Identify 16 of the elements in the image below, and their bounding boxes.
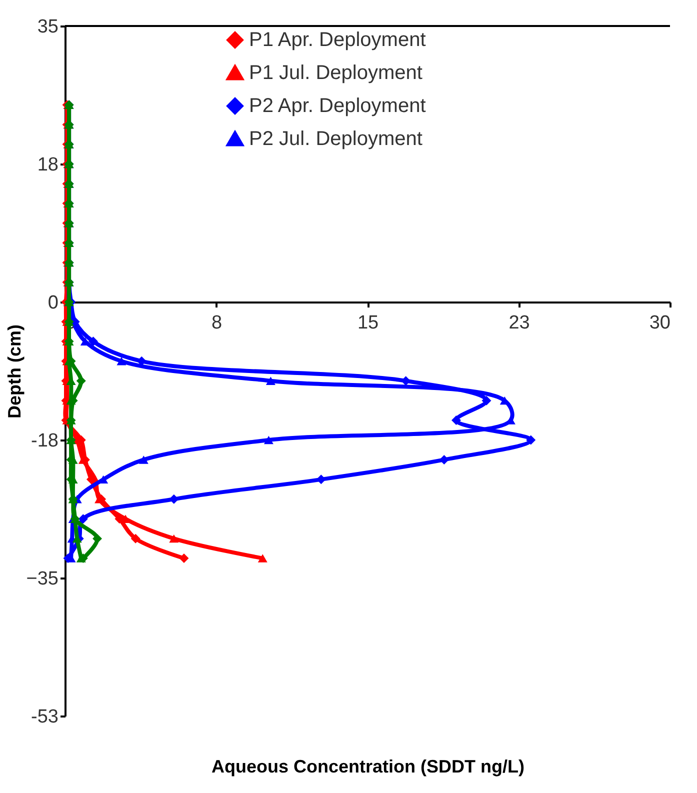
y-tick-label: −35 bbox=[26, 568, 58, 590]
y-tick-label: -18 bbox=[31, 430, 58, 452]
legend-label: P2 Jul. Deployment bbox=[249, 128, 423, 150]
x-tick-label: 23 bbox=[508, 312, 530, 334]
x-tick-label: 8 bbox=[211, 312, 222, 334]
legend-label: P1 Apr. Deployment bbox=[249, 29, 426, 51]
x-tick-label: 30 bbox=[649, 312, 670, 334]
y-tick-label: -53 bbox=[31, 706, 58, 728]
x-axis-title: Aqueous Concentration (SDDT ng/L) bbox=[212, 756, 524, 776]
y-tick-label: 0 bbox=[48, 292, 58, 314]
y-axis-title: Depth (cm) bbox=[4, 324, 24, 418]
legend-label: P2 Apr. Deployment bbox=[249, 95, 426, 117]
y-tick-label: 35 bbox=[37, 16, 58, 38]
legend-label: P1 Jul. Deployment bbox=[249, 62, 423, 84]
y-tick-label: 18 bbox=[37, 154, 58, 176]
x-tick-label: 15 bbox=[357, 312, 379, 334]
